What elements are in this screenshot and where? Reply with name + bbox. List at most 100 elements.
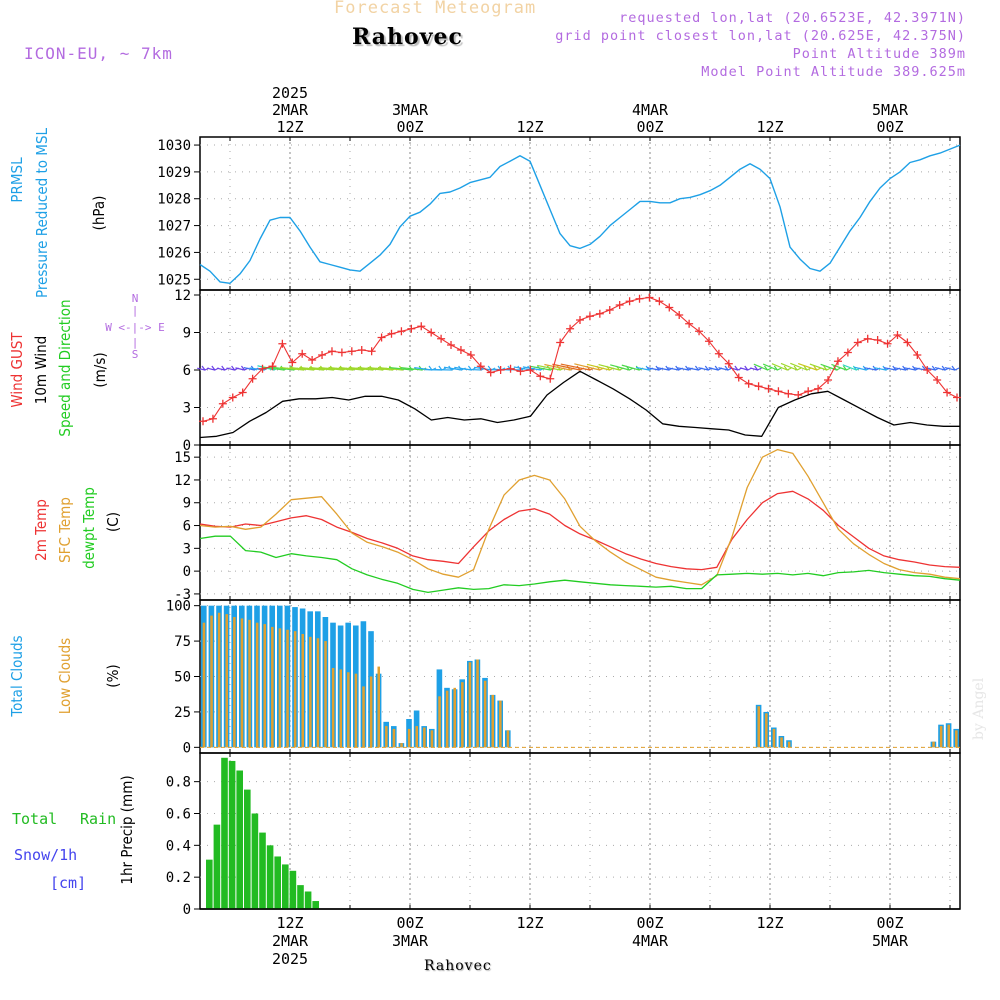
compass-v2: | [132,336,139,349]
low-cloud-bar [202,622,206,748]
top-time-label: 12Z [756,118,783,136]
wind-arrow-shaft [657,367,669,371]
low-cloud-bar [423,727,426,748]
wind-arrow-shaft [903,367,916,371]
wind-arrow-head [813,365,822,371]
wind-arrow-shaft [560,363,590,371]
gust-marker [824,376,833,384]
gust-marker [744,379,753,388]
gust-marker [585,312,594,321]
wind-arrow [739,365,753,371]
rain-bar [304,891,312,909]
clouds-panel: 0 25 50 75 100 [166,599,961,756]
y-tick-label: 50 [174,670,191,686]
top-time-label: 3MAR [392,101,429,119]
gust-marker [675,311,684,319]
y-tick-label: 0.6 [166,806,191,822]
rain-bar [312,901,319,909]
gust-marker [923,366,932,374]
wind-arrow-shaft [226,367,235,371]
gust-marker [635,294,644,303]
wind-arrow-shaft [530,365,551,371]
credit-watermark: by Angel [971,677,987,740]
gust-marker [685,319,694,328]
top-time-label: 2MAR [272,101,309,119]
wind-arrow-shaft [621,364,640,371]
low-cloud-bar [445,690,449,748]
y-tick-label: 1029 [157,165,191,181]
gust-marker [873,336,882,344]
gust-marker [615,301,624,309]
low-cloud-bar [278,628,282,748]
precip-snow-label: Snow/1h [14,846,77,864]
pressure-panel: 1025 1026 1027 1028 1029 1030 [157,136,961,291]
pressure-label-prmsl: PRMSL [8,157,26,203]
low-cloud-bar [263,624,266,748]
wind-arrow-head [625,365,634,371]
low-cloud-bar [506,730,510,748]
wind-arrow [718,365,733,371]
wind10m-label: 10m Wind [32,336,50,405]
bottom-time-label: 00Z [876,914,903,932]
wind-arrow-head [773,365,782,371]
wind-arrow [798,363,822,371]
gust-marker [337,348,346,357]
gust-marker [903,338,912,347]
low-cloud-bar [453,687,456,748]
low-cloud-bar [780,737,783,748]
wind-arrow-head [823,365,831,371]
wind-arrow-shaft [687,367,699,371]
pressure-label-name: Pressure Reduced to MSL [33,127,51,298]
wind-arrow-shaft [739,367,748,371]
low-cloud-bar [248,619,251,748]
gust-marker [724,359,733,368]
wind-arrow-shaft [357,366,383,371]
wind-arrow [762,363,782,371]
low-cloud-bar [415,726,418,748]
y-tick-label: 6 [183,519,191,535]
wind-unit: (m/s) [91,352,109,387]
wind-arrow-shaft [348,366,373,371]
wind-arrow-shaft [279,366,304,371]
bottom-time-label: 2MAR [272,932,309,950]
low-cloud-bar [293,631,297,748]
wind-arrow-shaft [328,366,354,371]
wind-arrow-shaft [299,366,324,371]
low-cloud-bar [400,743,403,748]
wind-arrow-shaft [750,367,758,371]
gust-marker [893,331,902,339]
bottom-time-label: 12Z [276,914,303,932]
gust-marker [913,351,922,359]
gust-marker [566,324,575,333]
low-cloud-bar [407,728,411,748]
bottom-time-label: 00Z [396,914,423,932]
low-cloud-bar [217,612,221,748]
wind-arrow-head [724,365,733,371]
low-cloud-bar [476,659,479,748]
gust-marker [357,346,366,354]
gust-marker [704,337,713,346]
compass-we: W <-|-> E [105,321,165,334]
temp-unit: (C) [104,512,122,532]
wind-arrow-shaft [537,364,561,371]
top-time-label: 00Z [396,118,423,136]
dewpt-label: dewpt Temp [80,487,98,569]
gust-marker [298,349,307,358]
y-tick-label: 3 [183,541,191,557]
bottom-time-label: 12Z [756,914,783,932]
product-title: Forecast Meteogram [334,0,537,18]
top-time-label: 12Z [516,118,543,136]
wind-arrow-shaft [646,367,660,371]
compass-s: S [132,348,139,361]
wind-arrow-shaft [552,363,581,371]
gust-marker [655,297,664,306]
y-tick-label: 3 [183,401,191,417]
wind-arrow-head [734,365,743,371]
gust-label: Wind GUST [8,332,26,408]
gust-marker [774,387,783,396]
y-tick-label: -3 [174,587,191,603]
low-cloud-bar [210,615,213,748]
wind-arrow-shaft [771,363,788,371]
wind-arrow-shaft [610,364,630,371]
